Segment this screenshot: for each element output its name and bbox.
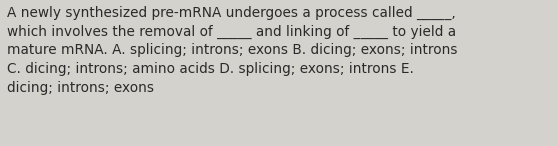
Text: A newly synthesized pre-mRNA undergoes a process called _____,
which involves th: A newly synthesized pre-mRNA undergoes a… <box>7 6 457 95</box>
